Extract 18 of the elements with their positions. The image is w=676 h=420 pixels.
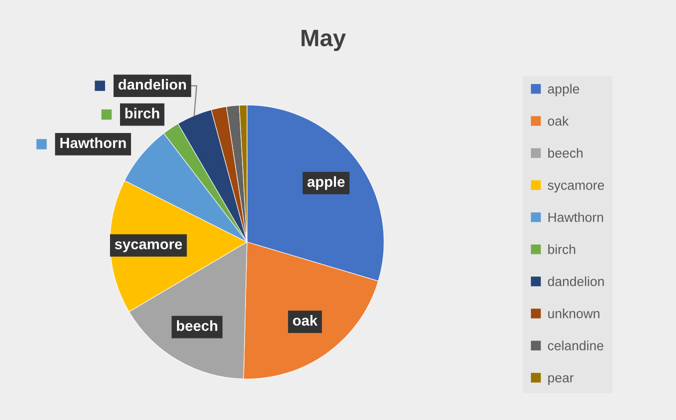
legend-label: dandelion [548, 276, 604, 286]
data-label: apple [307, 176, 345, 190]
legend-label: celandine [548, 340, 604, 350]
data-label: birch [125, 108, 160, 118]
data-label: sycamore [114, 241, 182, 252]
legend-label: oak [548, 116, 569, 126]
legend-label: Hawthorn [548, 212, 604, 222]
data-label: dandelion [118, 78, 186, 90]
data-label: Hawthorn [60, 137, 126, 148]
legend-label: beech [548, 148, 583, 158]
legend-label: sycamore [548, 182, 604, 192]
legend-label: unknown [548, 308, 600, 318]
legend-label: pear [548, 375, 574, 386]
legend-label: apple [548, 84, 580, 96]
data-label: oak [292, 315, 318, 326]
data-label: beech [176, 320, 218, 331]
chart-title: May [302, 30, 346, 52]
legend-label: birch [548, 244, 576, 254]
